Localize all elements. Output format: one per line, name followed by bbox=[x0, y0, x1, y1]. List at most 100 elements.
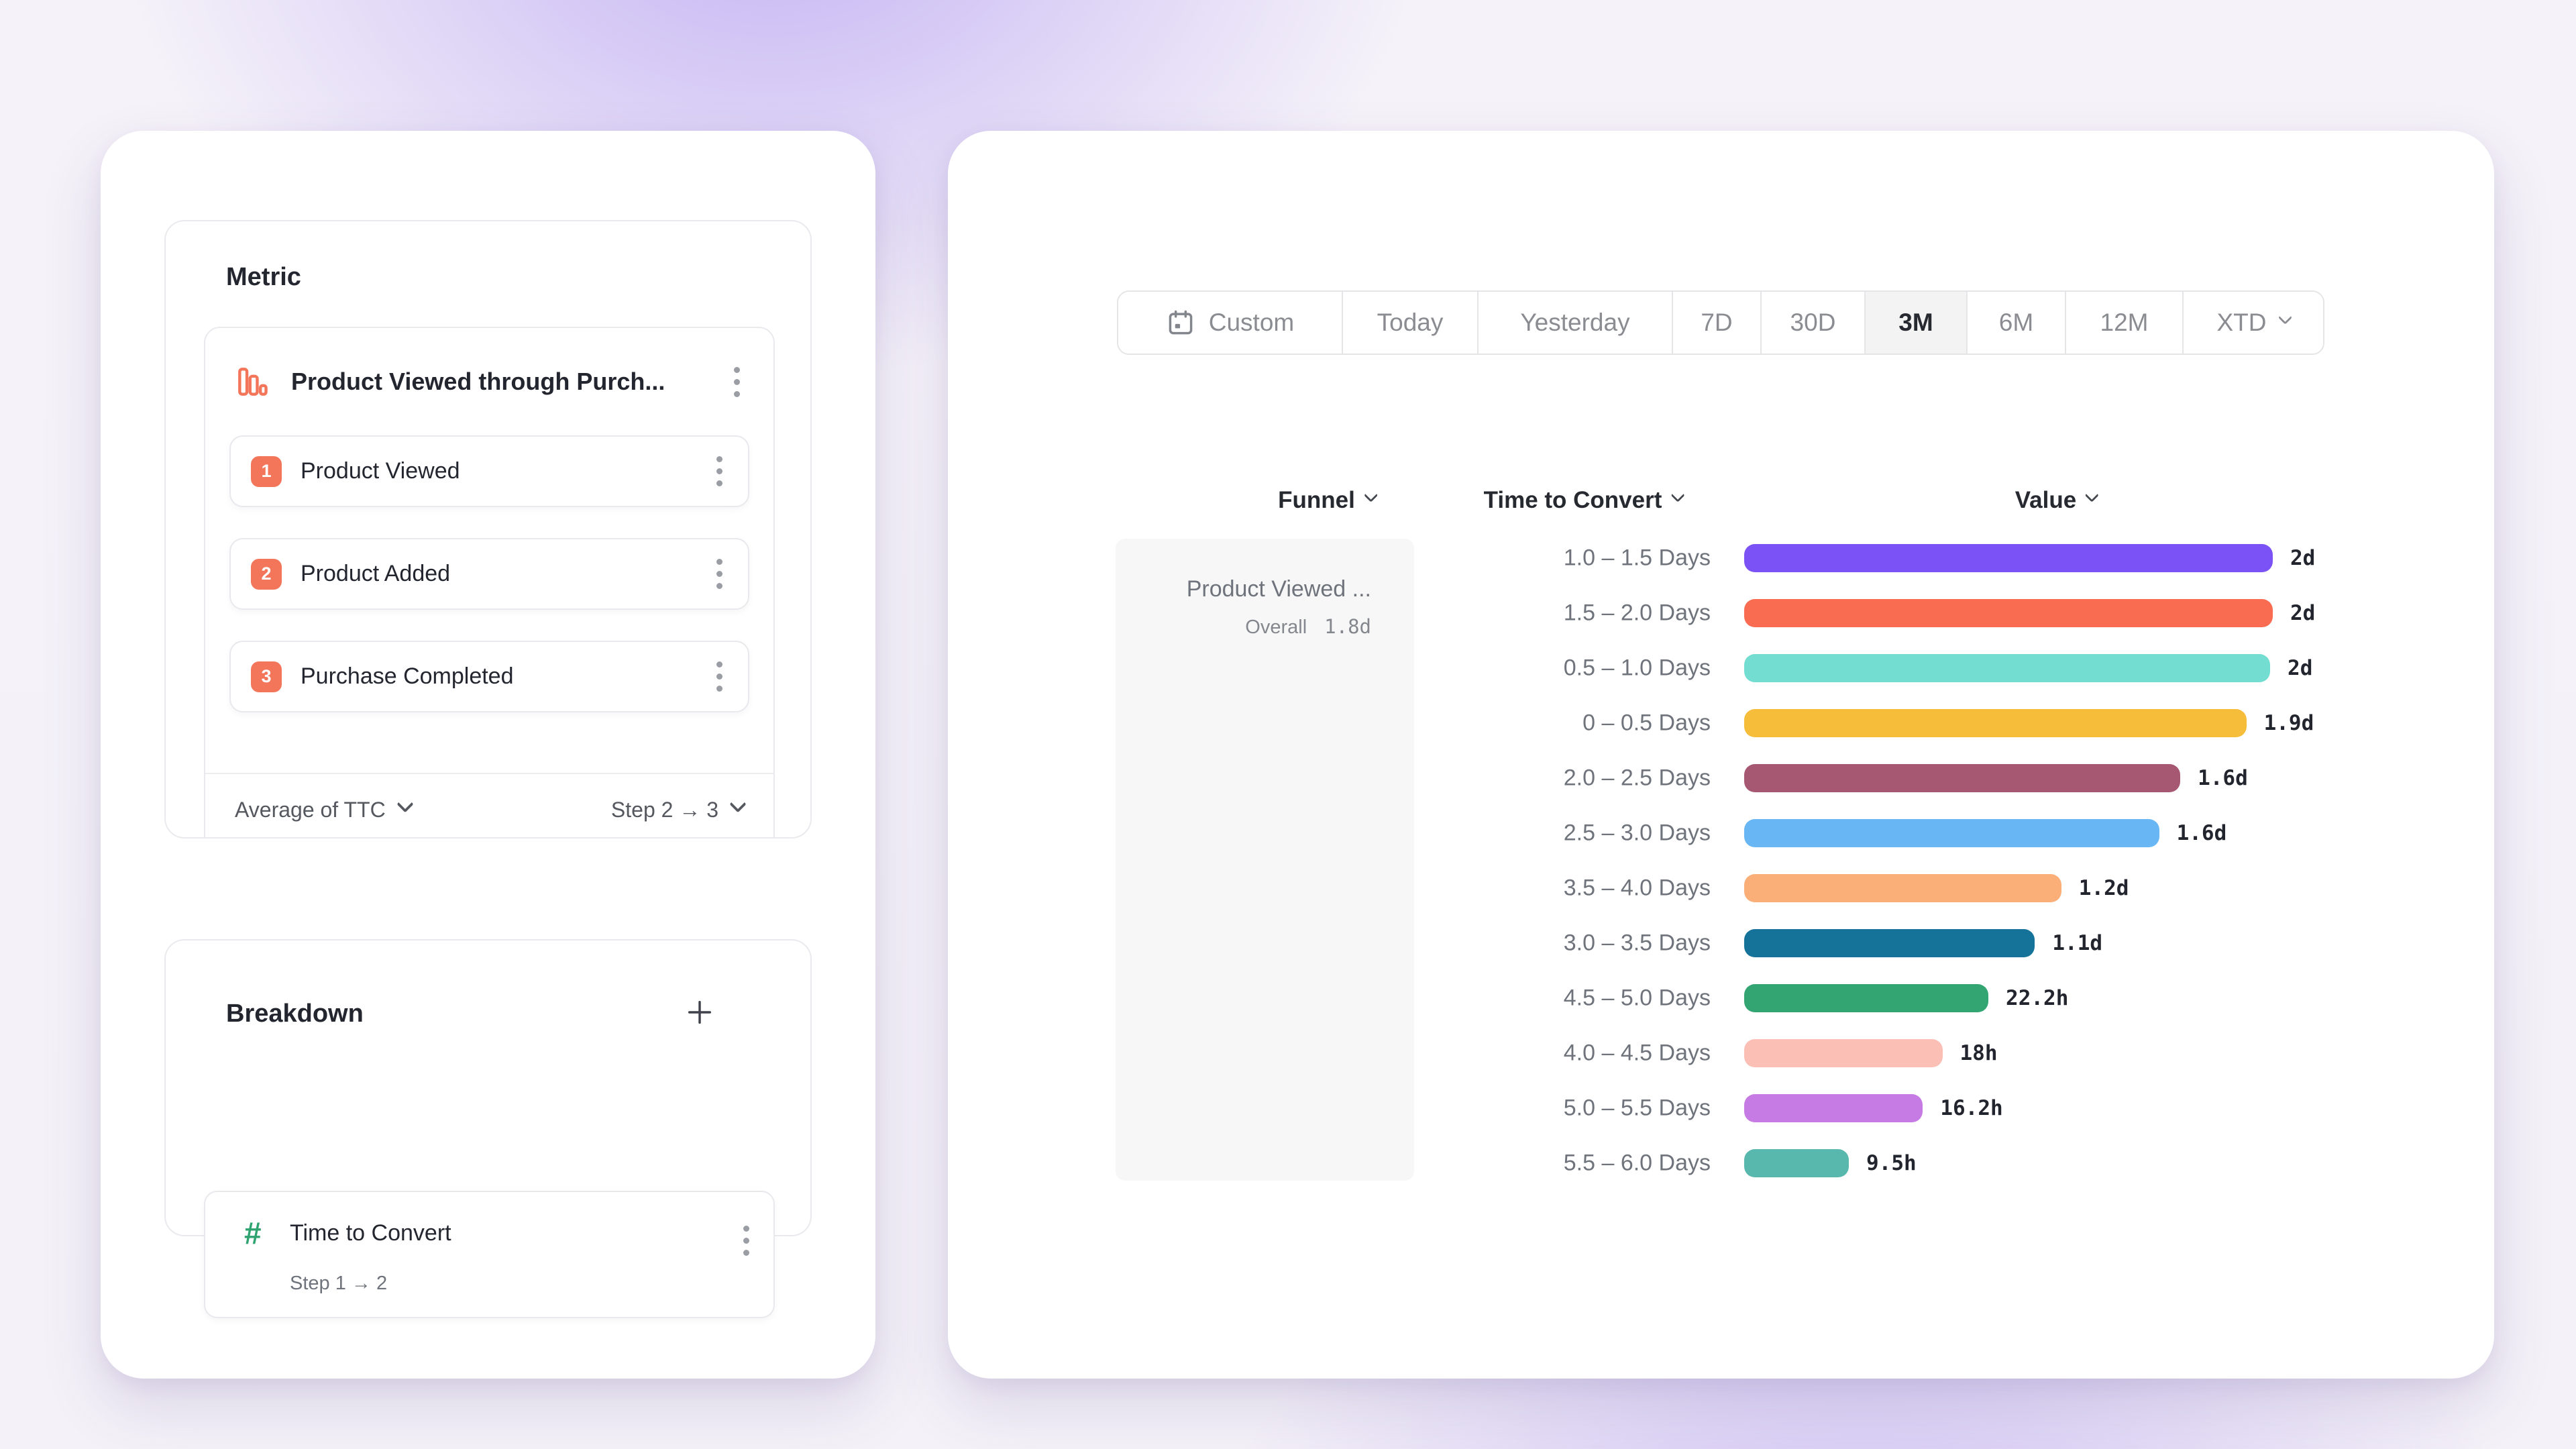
add-breakdown-button[interactable] bbox=[684, 997, 715, 1028]
breakdown-section: Breakdown # Time to Convert Step 1 → 2 bbox=[164, 939, 812, 1318]
column-header-time-to-convert[interactable]: Time to Convert bbox=[1484, 487, 1685, 514]
metric-section: Metric Product Viewed through Purch... 1 bbox=[164, 220, 812, 839]
bar-value-label: 1.9d bbox=[2263, 711, 2314, 735]
report-panel: Custom Today Yesterday 7D 30D 3M 6M 12M … bbox=[948, 131, 2494, 1379]
time-bucket-label: 5.5 – 6.0 Days bbox=[1563, 1150, 1711, 1176]
table-row: 1.5 – 2.0 Days 2d bbox=[948, 586, 2494, 641]
date-range-3m[interactable]: 3M bbox=[1866, 292, 1968, 354]
step-menu-button[interactable] bbox=[711, 553, 728, 594]
value-bar[interactable] bbox=[1744, 544, 2273, 572]
time-bucket-label: 0.5 – 1.0 Days bbox=[1563, 655, 1711, 681]
step-label: Product Viewed bbox=[301, 458, 460, 484]
value-bar[interactable] bbox=[1744, 654, 2271, 682]
funnel-footer: Average of TTC Step 2 → 3 bbox=[205, 774, 773, 837]
value-bar[interactable] bbox=[1744, 709, 2247, 737]
step-label: Purchase Completed bbox=[301, 663, 514, 689]
measurement-dropdown[interactable]: Average of TTC bbox=[235, 796, 414, 822]
funnel-step-row[interactable]: 3 Purchase Completed bbox=[229, 641, 749, 712]
funnel-chart-icon bbox=[233, 363, 271, 400]
value-bar[interactable] bbox=[1744, 1039, 1943, 1067]
overall-value: 1.8d bbox=[1324, 615, 1371, 638]
step-number-badge: 1 bbox=[251, 455, 282, 487]
bar-value-label: 1.2d bbox=[2078, 876, 2129, 900]
date-range-custom[interactable]: Custom bbox=[1118, 292, 1343, 354]
value-bar[interactable] bbox=[1744, 819, 2159, 847]
table-row: 2.5 – 3.0 Days 1.6d bbox=[948, 806, 2494, 861]
time-bucket-label: 4.0 – 4.5 Days bbox=[1563, 1040, 1711, 1066]
table-row: 5.5 – 6.0 Days 9.5h bbox=[948, 1136, 2494, 1191]
bar-value-label: 18h bbox=[1960, 1041, 1998, 1065]
chevron-down-icon bbox=[2085, 488, 2100, 502]
column-header-funnel[interactable]: Funnel bbox=[1278, 487, 1378, 514]
value-bar[interactable] bbox=[1744, 599, 2273, 627]
step-menu-button[interactable] bbox=[711, 451, 728, 492]
column-header-value[interactable]: Value bbox=[2015, 487, 2100, 514]
value-bar[interactable] bbox=[1744, 764, 2181, 792]
value-bar[interactable] bbox=[1744, 1149, 1849, 1177]
time-bucket-label: 0 – 0.5 Days bbox=[1582, 710, 1711, 736]
funnel-step-row[interactable]: 2 Product Added bbox=[229, 538, 749, 610]
measurement-label: Average of TTC bbox=[235, 797, 386, 822]
table-row: 5.0 – 5.5 Days 16.2h bbox=[948, 1081, 2494, 1136]
column-header-label: Funnel bbox=[1278, 487, 1355, 513]
funnel-title: Product Viewed through Purch... bbox=[291, 368, 665, 395]
date-range-30d[interactable]: 30D bbox=[1762, 292, 1866, 354]
table-row: 0.5 – 1.0 Days 2d bbox=[948, 641, 2494, 696]
divider bbox=[205, 773, 773, 774]
breakdown-label: Time to Convert bbox=[290, 1220, 451, 1246]
value-bar[interactable] bbox=[1744, 984, 1989, 1012]
time-bucket-label: 3.5 – 4.0 Days bbox=[1563, 875, 1711, 901]
step-number-badge: 2 bbox=[251, 558, 282, 590]
metric-heading: Metric bbox=[226, 263, 301, 291]
funnel-header[interactable]: Product Viewed through Purch... bbox=[205, 328, 773, 435]
overall-label: Overall bbox=[1245, 616, 1307, 638]
value-bar[interactable] bbox=[1744, 874, 2061, 902]
chevron-down-icon bbox=[396, 796, 414, 813]
step-range-label: Step 2 → 3 bbox=[610, 797, 718, 822]
bar-value-label: 1.6d bbox=[2176, 821, 2227, 845]
table-row: 4.0 – 4.5 Days 18h bbox=[948, 1026, 2494, 1081]
breakdown-menu-button[interactable] bbox=[738, 1220, 755, 1261]
column-header-label: Value bbox=[2015, 487, 2077, 513]
bar-value-label: 1.6d bbox=[2198, 766, 2248, 790]
query-builder-panel: Metric Product Viewed through Purch... 1 bbox=[101, 131, 875, 1379]
funnel-step-row[interactable]: 1 Product Viewed bbox=[229, 435, 749, 507]
date-range-yesterday[interactable]: Yesterday bbox=[1479, 292, 1673, 354]
date-range-label: 30D bbox=[1790, 309, 1836, 336]
table-row: 3.5 – 4.0 Days 1.2d bbox=[948, 861, 2494, 916]
time-bucket-label: 2.0 – 2.5 Days bbox=[1563, 765, 1711, 791]
date-range-label: 7D bbox=[1701, 309, 1733, 336]
value-bar[interactable] bbox=[1744, 1094, 1923, 1122]
time-bucket-label: 5.0 – 5.5 Days bbox=[1563, 1095, 1711, 1121]
table-row: 3.0 – 3.5 Days 1.1d bbox=[948, 916, 2494, 971]
breakdown-item-card[interactable]: # Time to Convert Step 1 → 2 bbox=[204, 1191, 775, 1318]
chevron-down-icon bbox=[1670, 488, 1685, 502]
chevron-down-icon bbox=[729, 796, 747, 813]
step-number-badge: 3 bbox=[251, 661, 282, 692]
table-row: 4.5 – 5.0 Days 22.2h bbox=[948, 971, 2494, 1026]
value-bar[interactable] bbox=[1744, 929, 2035, 957]
time-bucket-label: 1.0 – 1.5 Days bbox=[1563, 545, 1711, 571]
bar-value-label: 22.2h bbox=[2006, 986, 2069, 1010]
date-range-today[interactable]: Today bbox=[1343, 292, 1479, 354]
bar-value-label: 2d bbox=[2288, 656, 2313, 680]
step-range-dropdown[interactable]: Step 2 → 3 bbox=[610, 796, 747, 822]
funnel-cell: Product Viewed ... Overall 1.8d bbox=[1116, 539, 1414, 1181]
number-property-icon: # bbox=[244, 1216, 262, 1250]
funnel-menu-button[interactable] bbox=[729, 362, 745, 402]
date-range-6m[interactable]: 6M bbox=[1968, 292, 2066, 354]
date-range-xtd[interactable]: XTD bbox=[2184, 292, 2323, 354]
date-range-7d[interactable]: 7D bbox=[1673, 292, 1762, 354]
date-range-label: 3M bbox=[1898, 309, 1933, 336]
time-bucket-label: 1.5 – 2.0 Days bbox=[1563, 600, 1711, 626]
chevron-down-icon bbox=[1363, 488, 1378, 502]
chevron-down-icon bbox=[2277, 310, 2292, 325]
bar-value-label: 2d bbox=[2290, 601, 2316, 625]
bar-value-label: 2d bbox=[2290, 546, 2316, 570]
table-row: 1.0 – 1.5 Days 2d bbox=[948, 531, 2494, 586]
breakdown-step-range: Step 1 → 2 bbox=[290, 1273, 388, 1294]
step-menu-button[interactable] bbox=[711, 656, 728, 697]
bar-value-label: 9.5h bbox=[1866, 1151, 1917, 1175]
date-range-12m[interactable]: 12M bbox=[2066, 292, 2184, 354]
time-bucket-label: 3.0 – 3.5 Days bbox=[1563, 930, 1711, 956]
